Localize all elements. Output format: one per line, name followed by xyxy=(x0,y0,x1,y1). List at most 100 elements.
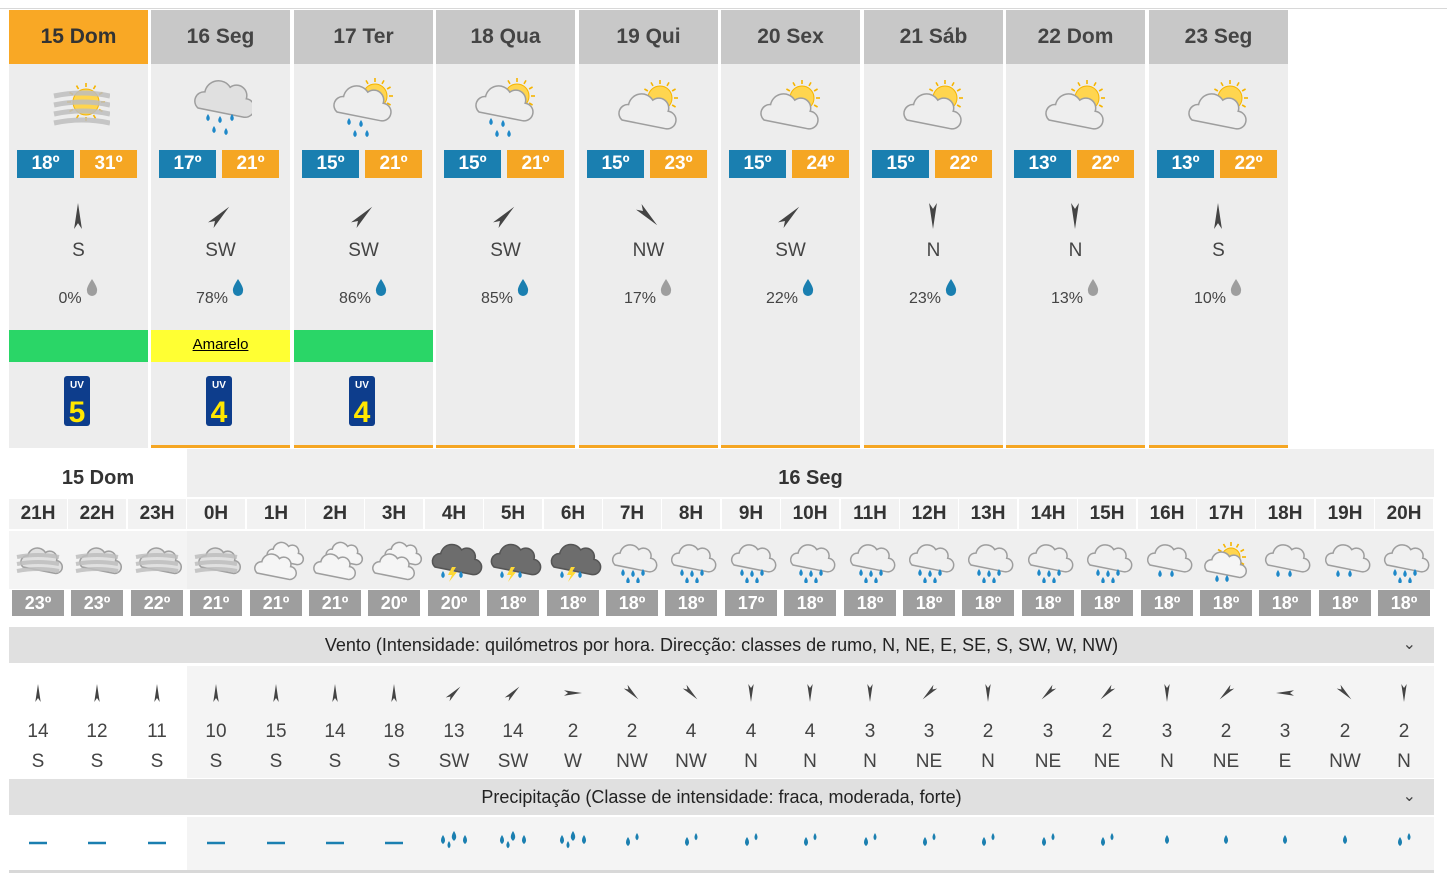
fog-icon xyxy=(9,537,67,583)
wind-speed: 2 xyxy=(1398,721,1410,742)
day-label[interactable]: 20 Sex xyxy=(721,10,860,64)
wind-direction: SW xyxy=(497,751,529,772)
hour-temperature: 21º xyxy=(309,590,361,616)
day-label[interactable]: 16 Seg xyxy=(151,10,290,64)
day-bottom-bar xyxy=(864,445,1003,448)
wind-direction: N xyxy=(1397,751,1411,772)
wind-direction: NW xyxy=(632,240,665,261)
wind-direction: S xyxy=(269,751,283,772)
alert-level-link[interactable]: Amarelo xyxy=(151,330,290,362)
rain-icon xyxy=(603,537,661,584)
day-column-7[interactable]: 22 Dom 13º 22º N 13% xyxy=(1006,10,1145,448)
hour-label: 5H xyxy=(484,499,542,529)
hour-label: 11H xyxy=(841,499,899,529)
wind-direction: N xyxy=(981,751,995,772)
hourly-day-label-2: 16 Seg xyxy=(187,449,1434,497)
temp-max: 31º xyxy=(80,150,137,178)
rain-drop-icon xyxy=(944,278,958,303)
day-bottom-bar xyxy=(579,445,718,448)
day-label[interactable]: 22 Dom xyxy=(1006,10,1145,64)
wind-arrow-icon xyxy=(1375,679,1433,707)
wind-direction: N xyxy=(744,751,758,772)
fog-sun-icon xyxy=(48,74,111,138)
light-rain-icon xyxy=(1256,537,1314,583)
rain-icon xyxy=(900,537,958,584)
temp-max: 21º xyxy=(507,150,564,178)
day-column-5[interactable]: 20 Sex 15º 24º SW 22% xyxy=(721,10,860,448)
wind-direction: N xyxy=(863,751,877,772)
rain-icon xyxy=(841,537,899,584)
wind-direction: E xyxy=(1278,751,1292,772)
wind-arrow-icon xyxy=(544,679,602,707)
hour-label: 10H xyxy=(781,499,839,529)
day-label[interactable]: 18 Qua xyxy=(436,10,575,64)
precip-value: 78% xyxy=(195,290,229,307)
cloudy-icon xyxy=(247,537,305,583)
wind-speed: 14 xyxy=(502,721,524,742)
wind-speed: 14 xyxy=(27,721,49,742)
partly-cloudy-icon xyxy=(1045,74,1107,138)
precip-value: 85% xyxy=(480,290,514,307)
top-divider xyxy=(0,0,1447,9)
sun-rain-cloud-icon xyxy=(333,74,395,138)
day-label[interactable]: 19 Qui xyxy=(579,10,718,64)
bottom-divider xyxy=(9,870,1434,873)
precip-intensity-icon xyxy=(484,827,542,859)
wind-arrow-icon xyxy=(1206,200,1230,232)
hour-temperature: 20º xyxy=(428,590,480,616)
fog-icon xyxy=(187,537,245,583)
day-label[interactable]: 17 Ter xyxy=(294,10,433,64)
hour-label: 16H xyxy=(1138,499,1196,529)
rain-icon xyxy=(1078,537,1136,584)
day-column-8[interactable]: 23 Seg 13º 22º S 10% xyxy=(1149,10,1288,448)
svg-text:UV: UV xyxy=(212,380,226,391)
rain-icon xyxy=(662,537,720,584)
day-column-0[interactable]: 15 Dom 18º 31º S 0% UV 5 xyxy=(9,10,148,448)
wind-direction: SW xyxy=(775,240,806,261)
hour-label: 15H xyxy=(1078,499,1136,529)
wind-speed: 2 xyxy=(567,721,579,742)
day-column-2[interactable]: 17 Ter 15º 21º SW 86% UV 4 xyxy=(294,10,433,448)
svg-text:UV: UV xyxy=(355,380,369,391)
wind-arrow-icon xyxy=(603,679,661,707)
thunderstorm-icon xyxy=(544,537,602,583)
hour-label: 4H xyxy=(425,499,483,529)
svg-text:4: 4 xyxy=(354,396,371,426)
day-bottom-bar xyxy=(151,445,290,448)
precip-section-header[interactable]: Precipitação (Classe de intensidade: fra… xyxy=(9,779,1434,815)
wind-speed: 3 xyxy=(1279,721,1291,742)
day-column-6[interactable]: 21 Sáb 15º 22º N 23% xyxy=(864,10,1003,448)
hour-temperature: 21º xyxy=(250,590,302,616)
day-column-3[interactable]: 18 Qua 15º 21º SW 85% xyxy=(436,10,575,448)
chevron-down-icon[interactable]: ⌄ xyxy=(1402,636,1416,653)
wind-speed: 18 xyxy=(383,721,405,742)
wind-section-header[interactable]: Vento (Intensidade: quilómetros por hora… xyxy=(9,627,1434,663)
hour-temperature: 18º xyxy=(784,590,836,616)
temp-min: 13º xyxy=(1014,150,1071,178)
day-column-1[interactable]: 16 Seg 17º 21º SW 78% Amarelo UV 4 xyxy=(151,10,290,448)
day-bottom-bar xyxy=(294,445,433,448)
hour-temperature: 21º xyxy=(190,590,242,616)
temp-min: 15º xyxy=(587,150,644,178)
day-label[interactable]: 21 Sáb xyxy=(864,10,1003,64)
wind-arrow-icon xyxy=(9,679,67,707)
rain-icon xyxy=(1019,537,1077,584)
precip-value: 0% xyxy=(58,290,82,307)
temp-min: 17º xyxy=(159,150,216,178)
day-bottom-bar xyxy=(721,445,860,448)
temp-min: 15º xyxy=(302,150,359,178)
hour-label: 14H xyxy=(1019,499,1077,529)
precip-intensity-icon xyxy=(128,827,186,859)
wind-direction: NW xyxy=(675,751,707,772)
light-rain-icon xyxy=(1316,537,1374,583)
day-label[interactable]: 15 Dom xyxy=(9,10,148,64)
chevron-down-icon[interactable]: ⌄ xyxy=(1402,788,1416,805)
day-label[interactable]: 23 Seg xyxy=(1149,10,1288,64)
precip-probability: 85% xyxy=(436,279,575,308)
uv-index-icon: UV 5 xyxy=(64,376,90,429)
day-column-4[interactable]: 19 Qui 15º 23º NW 17% xyxy=(579,10,718,448)
wind-direction: SW xyxy=(205,240,236,261)
alert-level-green xyxy=(294,330,433,362)
temp-max: 22º xyxy=(935,150,992,178)
precip-probability: 0% xyxy=(9,279,148,308)
